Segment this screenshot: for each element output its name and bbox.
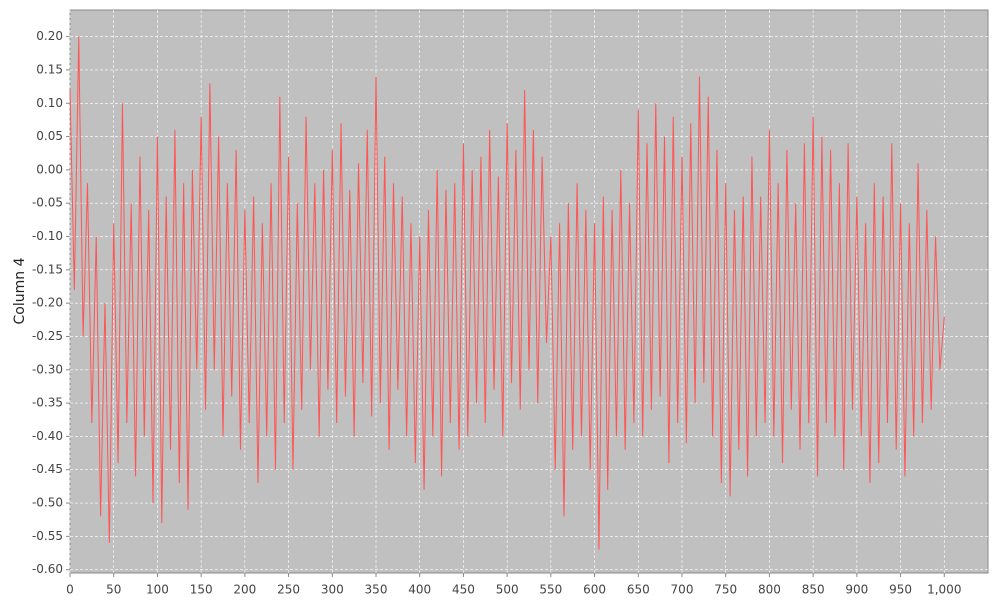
y-tick-label: 0.15 — [36, 62, 63, 76]
y-tick-label: -0.25 — [32, 329, 63, 343]
x-tick-label: 850 — [802, 583, 825, 597]
y-tick-label: -0.15 — [32, 262, 63, 276]
y-axis-label: Column 4 — [12, 257, 28, 324]
x-tick-label: 600 — [583, 583, 606, 597]
x-tick-label: 200 — [233, 583, 256, 597]
y-tick-label: 0.10 — [36, 96, 63, 110]
y-tick-label: -0.50 — [32, 496, 63, 510]
x-tick-label: 300 — [321, 583, 344, 597]
y-tick-label: -0.40 — [32, 429, 63, 443]
x-tick-label: 100 — [146, 583, 169, 597]
x-tick-label: 0 — [66, 583, 74, 597]
x-tick-label: 750 — [714, 583, 737, 597]
x-tick-label: 450 — [452, 583, 475, 597]
x-tick-label: 550 — [539, 583, 562, 597]
y-tick-label: -0.45 — [32, 462, 63, 476]
x-tick-label: 150 — [190, 583, 213, 597]
y-tick-label: -0.05 — [32, 196, 63, 210]
y-tick-label: -0.20 — [32, 296, 63, 310]
x-tick-label: 800 — [758, 583, 781, 597]
x-tick-label: 700 — [671, 583, 694, 597]
x-tick-label: 900 — [845, 583, 868, 597]
x-tick-label: 400 — [408, 583, 431, 597]
line-series — [69, 36, 945, 550]
y-tick-label: -0.30 — [32, 362, 63, 376]
plot-area — [69, 9, 989, 574]
y-tick-label: 0.05 — [36, 129, 63, 143]
x-tick-label: 650 — [627, 583, 650, 597]
y-tick-label: 0.00 — [36, 162, 63, 176]
y-tick-label: -0.55 — [32, 529, 63, 543]
x-tick-label: 950 — [889, 583, 912, 597]
y-tick-label: -0.35 — [32, 396, 63, 410]
x-tick-label: 1,000 — [927, 583, 961, 597]
x-tick-label: 350 — [365, 583, 388, 597]
y-tick-label: 0.20 — [36, 29, 63, 43]
x-tick-label: 50 — [106, 583, 121, 597]
y-tick-label: -0.60 — [32, 562, 63, 576]
x-tick-label: 250 — [277, 583, 300, 597]
x-tick-label: 500 — [496, 583, 519, 597]
y-tick-label: -0.10 — [32, 229, 63, 243]
